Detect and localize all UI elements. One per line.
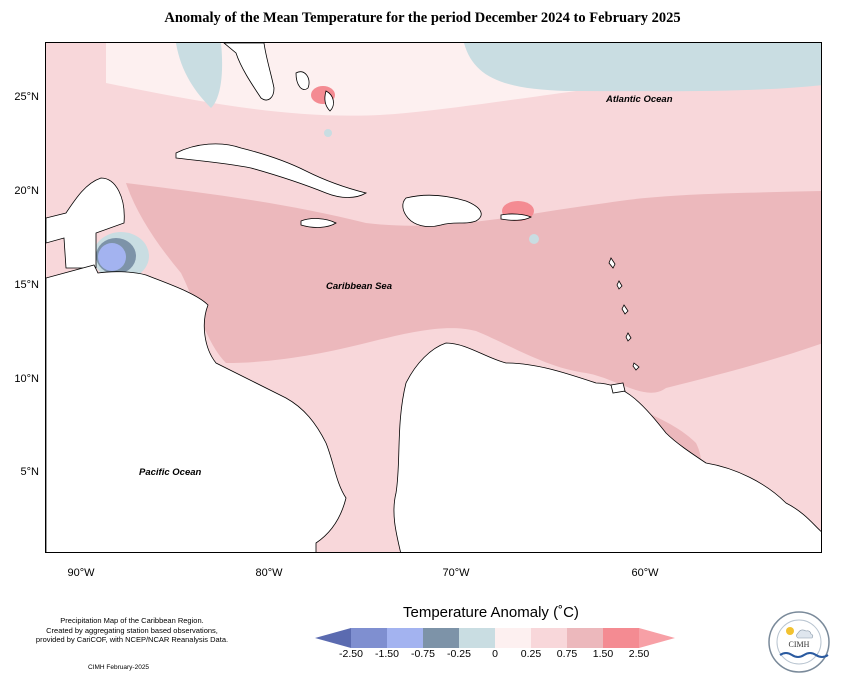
legend-swatch-6 (531, 628, 567, 648)
land-trinidad (610, 382, 626, 394)
map-title: Anomaly of the Mean Temperature for the … (164, 10, 681, 26)
region-label-caribbean: Caribbean Sea (326, 281, 392, 292)
credits-line-3: provided by CariCOF, with NCEP/NCAR Rean… (35, 635, 229, 644)
legend-tick-label: 0.25 (520, 648, 542, 660)
lon-label-80w: 80°W (255, 567, 283, 579)
legend-tick-label: 0 (492, 648, 498, 660)
legend-swatch-9 (639, 628, 675, 648)
land-antilles-1 (608, 257, 616, 269)
land-bahamas-1 (295, 71, 310, 90)
cimh-logo: CIMH (768, 611, 830, 673)
land-antilles-2 (616, 280, 623, 290)
land-jamaica (300, 218, 337, 228)
land-central-america (46, 264, 347, 552)
land-cuba (175, 143, 368, 198)
land-bahamas-2 (324, 90, 334, 112)
legend-swatch-4 (459, 628, 495, 648)
anomaly-map-canvas (46, 43, 821, 552)
legend-swatch-2 (387, 628, 423, 648)
credits: Precipitation Map of the Caribbean Regio… (12, 616, 252, 645)
land-florida (223, 43, 275, 101)
region-label-atlantic: Atlantic Ocean (606, 94, 673, 105)
logo-text: CIMH (789, 640, 810, 649)
legend-color-bar (315, 628, 675, 648)
legend-swatch-0 (315, 628, 351, 648)
anomaly-field-negative-atlantic (464, 43, 821, 92)
credits-line-1: Precipitation Map of the Caribbean Regio… (60, 616, 204, 625)
legend-tick-label: 1.50 (592, 648, 614, 660)
land-hispaniola (402, 194, 482, 227)
legend-title: Temperature Anomaly (˚C) (403, 604, 579, 621)
lat-label-25n: 25°N (14, 91, 39, 103)
anomaly-map (45, 42, 822, 553)
legend-swatch-1 (351, 628, 387, 648)
legend-tick-label: -0.75 (411, 648, 435, 660)
land-masses (46, 43, 821, 552)
anomaly-field-warm-caribbean (126, 183, 821, 393)
legend-swatch-3 (423, 628, 459, 648)
legend-swatches (315, 628, 675, 648)
land-antilles-3 (621, 304, 629, 315)
legend-tick-label: -0.25 (447, 648, 471, 660)
lat-label-15n: 15°N (14, 279, 39, 291)
legend-swatch-8 (603, 628, 639, 648)
lon-label-90w: 90°W (67, 567, 95, 579)
cloud-icon (796, 629, 814, 639)
anomaly-coldspot-center (98, 243, 126, 271)
land-south-america (393, 342, 821, 552)
anomaly-dot-caribbean (529, 234, 539, 244)
anomaly-dot-cuba (324, 129, 332, 137)
region-label-pacific: Pacific Ocean (139, 467, 202, 478)
land-antilles-5 (632, 362, 640, 371)
lat-label-20n: 20°N (14, 185, 39, 197)
legend-swatch-7 (567, 628, 603, 648)
sun-icon (786, 627, 794, 635)
legend-tick-label: -1.50 (375, 648, 399, 660)
legend-tick-label: 0.75 (556, 648, 578, 660)
anomaly-field-negative-florida (176, 43, 223, 108)
lon-label-70w: 70°W (442, 567, 470, 579)
lat-label-5n: 5°N (20, 466, 39, 478)
credits-date: CIMH February-2025 (88, 664, 150, 671)
land-puerto-rico (500, 213, 532, 221)
credits-line-2: Created by aggregating station based obs… (46, 625, 218, 635)
lon-label-60w: 60°W (631, 567, 659, 579)
land-antilles-4 (625, 332, 632, 342)
land-yucatan (46, 177, 125, 269)
legend-swatch-5 (495, 628, 531, 648)
wave-icon (779, 652, 829, 658)
lat-label-10n: 10°N (14, 373, 39, 385)
legend-tick-label: 2.50 (628, 648, 650, 660)
legend-tick-label: -2.50 (339, 648, 363, 660)
